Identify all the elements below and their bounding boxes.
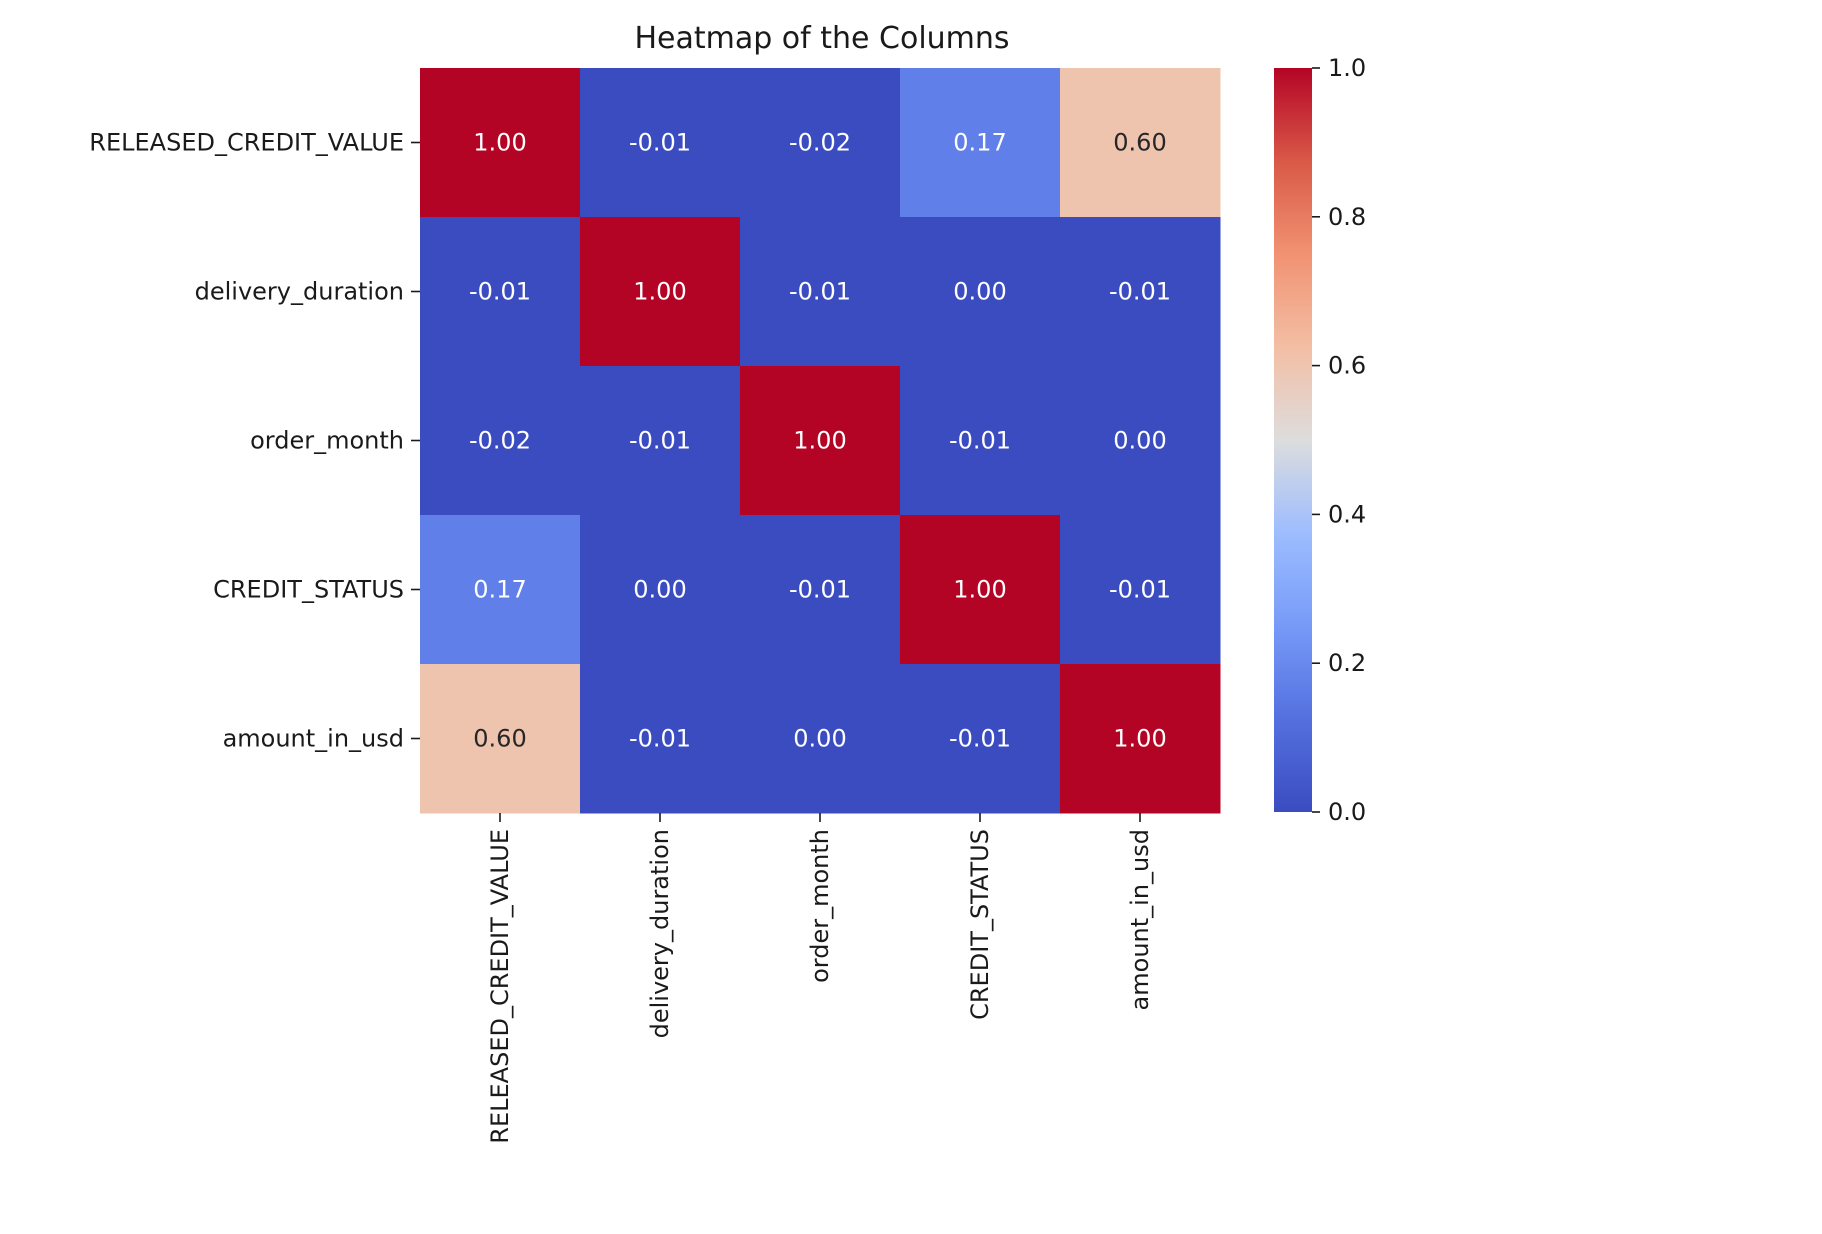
cell-value-label: 0.00 [633, 576, 686, 604]
colorbar-tick-label: 0.6 [1328, 352, 1366, 380]
colorbar-tick-label: 0.0 [1328, 798, 1366, 826]
heatmap-cell [1060, 664, 1221, 814]
column-labels: RELEASED_CREDIT_VALUE delivery_duration or… [486, 813, 1154, 1144]
heatmap-cell [740, 664, 901, 814]
cell-value-label: 0.60 [1113, 129, 1166, 157]
row-labels: RELEASED_CREDIT_VALUE delivery_durationor… [89, 129, 420, 753]
y-tick-label: delivery_duration [195, 278, 404, 306]
heatmap-cell [420, 68, 581, 218]
cell-value-label: -0.01 [789, 278, 851, 306]
heatmap-cell [580, 217, 741, 367]
cell-value-label: -0.01 [629, 427, 691, 455]
cell-value-label: -0.01 [949, 725, 1011, 753]
cell-value-label: -0.01 [789, 576, 851, 604]
cell-value-label: 0.60 [473, 725, 526, 753]
heatmap-cell [420, 515, 581, 665]
heatmap-cell [740, 366, 901, 516]
y-tick-label: RELEASED_CREDIT_VALUE [89, 129, 404, 157]
y-tick-label: order_month [250, 427, 404, 455]
heatmap-cell [420, 366, 581, 516]
cell-value-label: 0.17 [473, 576, 526, 604]
cell-value-label: 0.00 [953, 278, 1006, 306]
heatmap-cell [580, 664, 741, 814]
heatmap-cell [900, 515, 1061, 665]
cell-value-label: 0.00 [1113, 427, 1166, 455]
heatmap-cell [900, 664, 1061, 814]
cell-value-label: 1.00 [793, 427, 846, 455]
cell-value-label: -0.01 [469, 278, 531, 306]
heatmap-cell [1060, 217, 1221, 367]
cell-value-label: 1.00 [473, 129, 526, 157]
heatmap-cell [1060, 366, 1221, 516]
heatmap-cell [900, 366, 1061, 516]
x-tick-label: RELEASED_CREDIT_VALUE [486, 829, 514, 1144]
colorbar: 0.0 0.2 0.4 0.6 0.8 1.0 [1274, 54, 1366, 826]
heatmap-cell [740, 217, 901, 367]
heatmap-cell [740, 515, 901, 665]
chart-title: Heatmap of the Columns [634, 21, 1009, 56]
x-tick-label: order_month [806, 829, 834, 983]
heatmap-cell [580, 515, 741, 665]
colorbar-tick-label: 0.8 [1328, 203, 1366, 231]
cell-value-label: -0.01 [629, 129, 691, 157]
x-tick-label: delivery_duration [646, 829, 674, 1038]
heatmap-cell [1060, 515, 1221, 665]
cell-value-label: -0.01 [1109, 278, 1171, 306]
cell-value-label: -0.01 [949, 427, 1011, 455]
y-tick-label: amount_in_usd [223, 725, 404, 753]
colorbar-ticks: 0.0 0.2 0.4 0.6 0.8 1.0 [1312, 54, 1366, 826]
heatmap-cell [580, 68, 741, 218]
y-tick-label: CREDIT_STATUS [213, 576, 404, 604]
colorbar-tick-label: 0.2 [1328, 649, 1366, 677]
cell-value-label: -0.02 [789, 129, 851, 157]
x-tick-label: CREDIT_STATUS [966, 829, 994, 1020]
heatmap-cell [900, 68, 1061, 218]
cell-value-label: -0.01 [629, 725, 691, 753]
heatmap-cell [900, 217, 1061, 367]
heatmap-cell [580, 366, 741, 516]
cell-value-label: 0.00 [793, 725, 846, 753]
heatmap-cell [420, 664, 581, 814]
heatmap-cell [1060, 68, 1221, 218]
cell-value-label: -0.01 [1109, 576, 1171, 604]
cell-value-label: -0.02 [469, 427, 531, 455]
colorbar-gradient-bar [1274, 68, 1312, 812]
heatmap-cells: 1.00 -0.01 -0.02 0.17 0.60 -0.01 1.00 -0.01 0.00… [420, 68, 1221, 814]
cell-value-label: 0.17 [953, 129, 1006, 157]
heatmap-cell [740, 68, 901, 218]
cell-value-label: 1.00 [633, 278, 686, 306]
heatmap-cell [420, 217, 581, 367]
x-tick-label: amount_in_usd [1126, 829, 1154, 1010]
cell-value-label: 1.00 [1113, 725, 1166, 753]
colorbar-tick-label: 0.4 [1328, 500, 1366, 528]
cell-value-label: 1.00 [953, 576, 1006, 604]
colorbar-tick-label: 1.0 [1328, 54, 1366, 82]
